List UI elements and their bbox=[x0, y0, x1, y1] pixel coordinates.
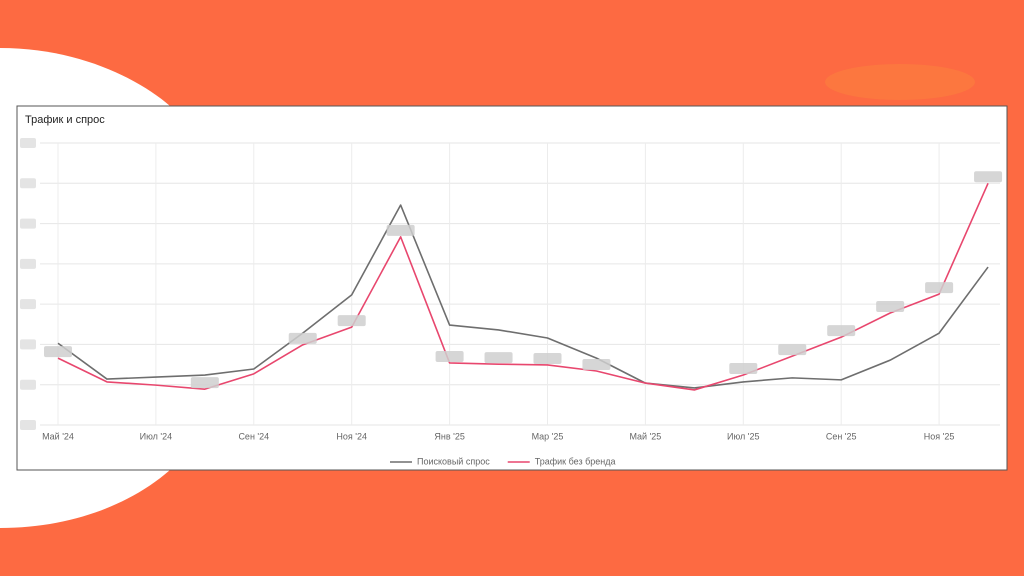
y-tick-blur bbox=[20, 299, 36, 310]
data-label-blur bbox=[974, 171, 1003, 183]
x-tick-label: Июл '25 bbox=[727, 431, 760, 441]
x-tick-label: Июл '24 bbox=[140, 431, 173, 441]
x-tick-label: Май '24 bbox=[42, 431, 74, 441]
x-tick-label: Сен '25 bbox=[826, 431, 857, 441]
data-label-blur bbox=[386, 224, 415, 236]
blurred-logo bbox=[825, 64, 975, 100]
data-label-blur bbox=[484, 352, 513, 364]
data-label-blur bbox=[44, 346, 72, 358]
x-tick-label: Мар '25 bbox=[532, 431, 564, 441]
legend-label: Поисковый спрос bbox=[417, 456, 490, 466]
x-tick-label: Сен '24 bbox=[238, 431, 269, 441]
data-label-blur bbox=[533, 352, 562, 364]
data-label-blur bbox=[288, 332, 317, 344]
data-label-blur bbox=[435, 350, 464, 362]
data-label-blur bbox=[729, 363, 758, 375]
y-tick-blur bbox=[20, 178, 36, 189]
y-tick-blur bbox=[20, 138, 36, 148]
y-tick-blur bbox=[20, 258, 36, 269]
x-tick-label: Ноя '25 bbox=[924, 431, 955, 441]
y-tick-blur bbox=[20, 218, 36, 229]
data-label-blur bbox=[582, 359, 611, 371]
x-tick-label: Май '25 bbox=[629, 431, 661, 441]
plot: Май '24 Июл '24 Сен '24 Ноя '24 Янв '25 Мар '… bbox=[20, 138, 1003, 466]
x-tick-label: Янв '25 bbox=[434, 431, 464, 441]
y-tick-blur bbox=[20, 379, 36, 390]
chart-title: Трафик и спрос bbox=[25, 114, 105, 126]
x-tick-label: Ноя '24 bbox=[336, 431, 367, 441]
data-label-blur bbox=[778, 344, 807, 356]
data-label-blur bbox=[925, 282, 954, 294]
chart-panel bbox=[16, 105, 1008, 471]
data-label-blur bbox=[827, 325, 856, 337]
series-line bbox=[57, 204, 989, 389]
data-label-blur bbox=[337, 315, 366, 327]
data-label-blur bbox=[876, 301, 905, 313]
legend-label: Трафик без бренда bbox=[535, 456, 616, 466]
y-tick-blur bbox=[20, 339, 36, 350]
y-tick-blur bbox=[20, 420, 36, 430]
data-label-blur bbox=[190, 377, 219, 389]
